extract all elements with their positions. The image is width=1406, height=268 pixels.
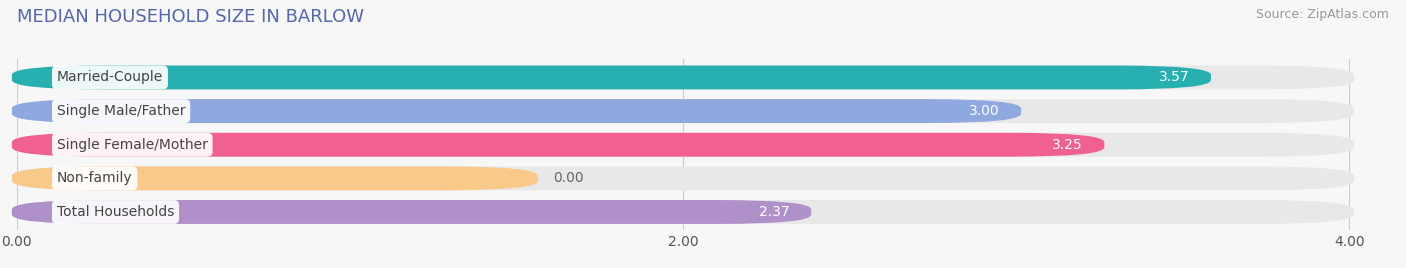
Text: Single Male/Father: Single Male/Father — [56, 104, 186, 118]
FancyBboxPatch shape — [11, 133, 1104, 157]
FancyBboxPatch shape — [11, 65, 1354, 90]
Text: MEDIAN HOUSEHOLD SIZE IN BARLOW: MEDIAN HOUSEHOLD SIZE IN BARLOW — [17, 8, 364, 26]
Text: 0.00: 0.00 — [553, 171, 583, 185]
FancyBboxPatch shape — [11, 99, 1354, 123]
FancyBboxPatch shape — [11, 166, 538, 190]
Text: 2.37: 2.37 — [759, 205, 790, 219]
FancyBboxPatch shape — [11, 200, 811, 224]
Text: Source: ZipAtlas.com: Source: ZipAtlas.com — [1256, 8, 1389, 21]
Text: Total Households: Total Households — [56, 205, 174, 219]
FancyBboxPatch shape — [11, 65, 1211, 90]
Text: 3.25: 3.25 — [1052, 138, 1083, 152]
FancyBboxPatch shape — [11, 133, 1354, 157]
Text: 3.00: 3.00 — [969, 104, 1000, 118]
FancyBboxPatch shape — [11, 200, 1354, 224]
Text: 3.57: 3.57 — [1159, 70, 1189, 84]
Text: Non-family: Non-family — [56, 171, 132, 185]
FancyBboxPatch shape — [11, 166, 1354, 190]
FancyBboxPatch shape — [11, 99, 1021, 123]
Text: Married-Couple: Married-Couple — [56, 70, 163, 84]
Text: Single Female/Mother: Single Female/Mother — [56, 138, 208, 152]
